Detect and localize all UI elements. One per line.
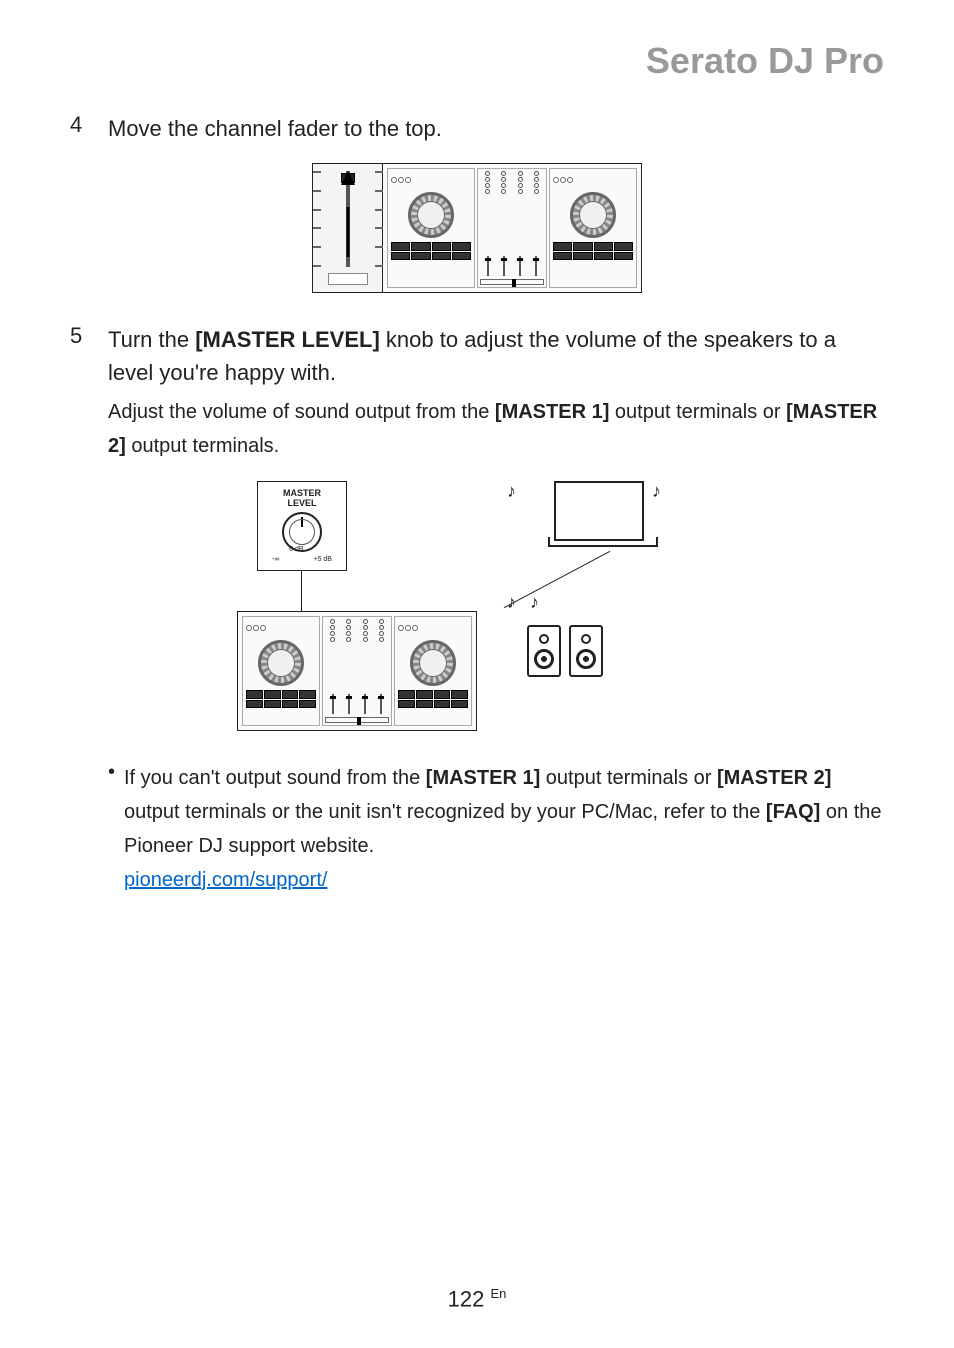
fader-panel: [313, 164, 383, 292]
header-title: Serato DJ Pro: [70, 40, 884, 82]
support-link[interactable]: pioneerdj.com/support/: [124, 869, 327, 891]
bullet-item: • If you can't output sound from the [MA…: [108, 761, 884, 897]
controller-diagram: [383, 164, 641, 292]
controller-diagram-full: [237, 611, 477, 731]
figure-1-frame: [312, 163, 642, 293]
music-note-icon: ♪: [530, 592, 539, 613]
master-level-knob-diagram: MASTER LEVEL -∞ 0 dB +5 dB: [257, 481, 347, 571]
laptop-icon: [554, 481, 644, 541]
speakers-diagram: [527, 625, 661, 677]
page-footer: 122 En: [0, 1286, 954, 1312]
mixer: [477, 168, 547, 288]
language-label: En: [490, 1286, 506, 1301]
right-deck: [549, 168, 637, 288]
step-number: 5: [70, 323, 108, 463]
speaker-icon: [569, 625, 603, 677]
page-number: 122: [448, 1286, 485, 1311]
up-arrow-icon: [341, 171, 355, 185]
bullet-marker: •: [108, 761, 124, 897]
step-5: 5 Turn the [MASTER LEVEL] knob to adjust…: [70, 323, 884, 463]
step-4: 4 Move the channel fader to the top.: [70, 112, 884, 145]
left-deck: [387, 168, 475, 288]
music-note-icon: ♪: [652, 481, 661, 502]
bullet-text: If you can't output sound from the [MAST…: [124, 761, 884, 897]
step-number: 4: [70, 112, 108, 145]
music-note-icon: ♪: [507, 481, 516, 502]
figure-2: MASTER LEVEL -∞ 0 dB +5 dB: [70, 481, 884, 731]
step-text: Move the channel fader to the top.: [108, 112, 884, 145]
step-subtext: Adjust the volume of sound output from t…: [108, 395, 884, 463]
speaker-icon: [527, 625, 561, 677]
figure-1: [70, 163, 884, 293]
step-text: Turn the [MASTER LEVEL] knob to adjust t…: [108, 323, 884, 463]
